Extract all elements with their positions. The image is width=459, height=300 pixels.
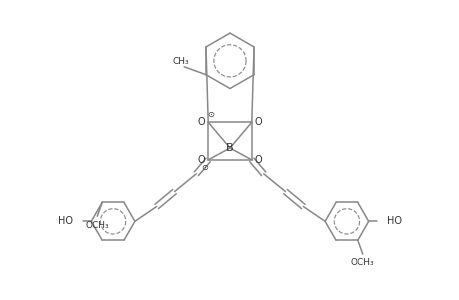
Text: HO: HO [58,216,73,226]
Text: O: O [254,155,262,165]
Text: O: O [197,155,205,165]
Text: ⊙: ⊙ [207,110,214,119]
Text: O: O [197,117,205,127]
Text: HO: HO [386,216,401,226]
Text: OCH₃: OCH₃ [85,221,109,230]
Text: CH₃: CH₃ [173,57,189,66]
Text: B: B [226,143,233,153]
Text: OCH₃: OCH₃ [350,259,374,268]
Text: ⊙: ⊙ [202,163,208,172]
Text: O: O [254,117,262,127]
